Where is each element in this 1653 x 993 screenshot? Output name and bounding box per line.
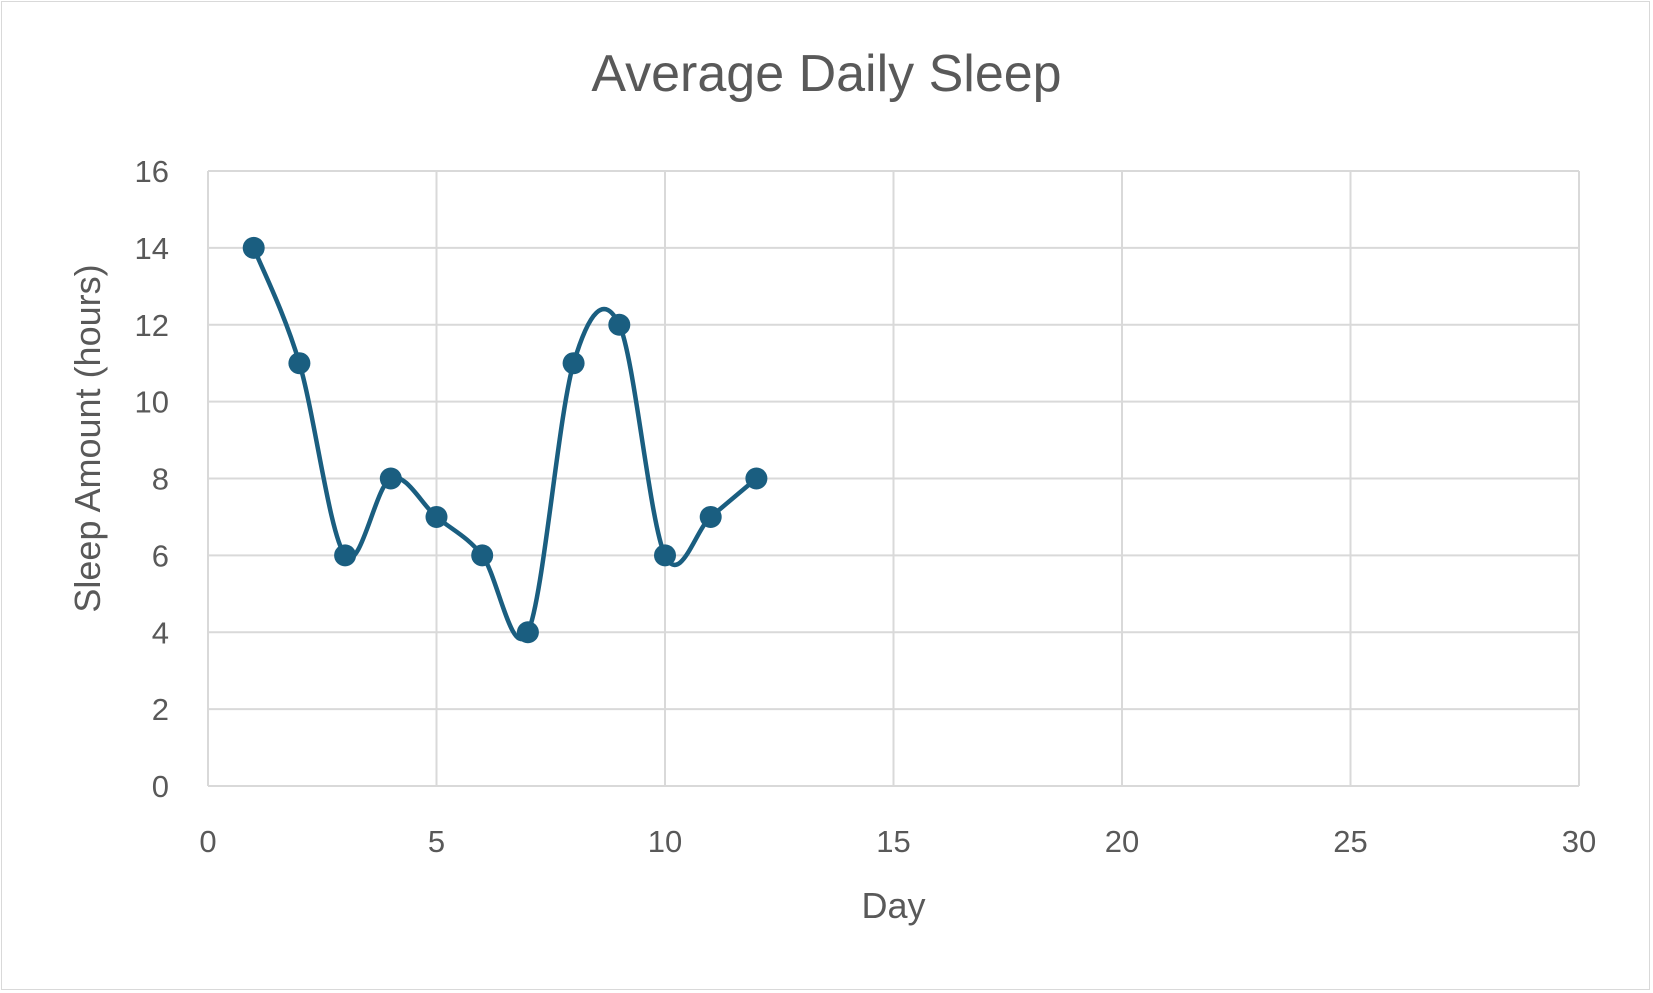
- data-point: [288, 352, 311, 375]
- x-tick-label: 30: [1562, 824, 1596, 859]
- y-tick-label: 8: [152, 462, 169, 497]
- data-point: [745, 467, 768, 490]
- data-point: [379, 467, 402, 490]
- series-line: [251, 245, 759, 642]
- gridlines: [207, 170, 1580, 787]
- data-point: [516, 621, 539, 644]
- data-point: [699, 505, 722, 528]
- data-point: [425, 505, 448, 528]
- x-tick-label: 10: [648, 824, 682, 859]
- chart-title: Average Daily Sleep: [591, 45, 1062, 103]
- x-axis-title: Day: [861, 885, 925, 926]
- y-axis-title: Sleep Amount (hours): [67, 264, 108, 612]
- x-tick-label: 25: [1333, 824, 1367, 859]
- y-tick-label: 0: [152, 769, 169, 804]
- data-point: [654, 544, 676, 567]
- y-tick-label: 10: [135, 385, 169, 420]
- data-point: [242, 236, 265, 259]
- data-point: [608, 313, 631, 336]
- y-tick-label: 16: [135, 154, 169, 189]
- x-tick-label: 0: [199, 824, 216, 859]
- y-tick-label: 6: [152, 538, 169, 573]
- y-tick-label: 12: [135, 308, 169, 343]
- y-tick-label: 14: [135, 231, 169, 266]
- x-tick-label: 20: [1105, 824, 1139, 859]
- series-sleep: [242, 236, 768, 644]
- data-point: [562, 352, 585, 375]
- x-tick-label: 15: [876, 824, 910, 859]
- x-tick-label: 5: [428, 824, 445, 859]
- tick-labels: 0 2 4 6 8 10 12 14 16 0 5 10 15 20 25 30: [135, 154, 1597, 859]
- y-tick-label: 4: [152, 615, 169, 650]
- data-point: [334, 544, 357, 567]
- data-point: [471, 544, 494, 567]
- y-tick-label: 2: [152, 692, 169, 727]
